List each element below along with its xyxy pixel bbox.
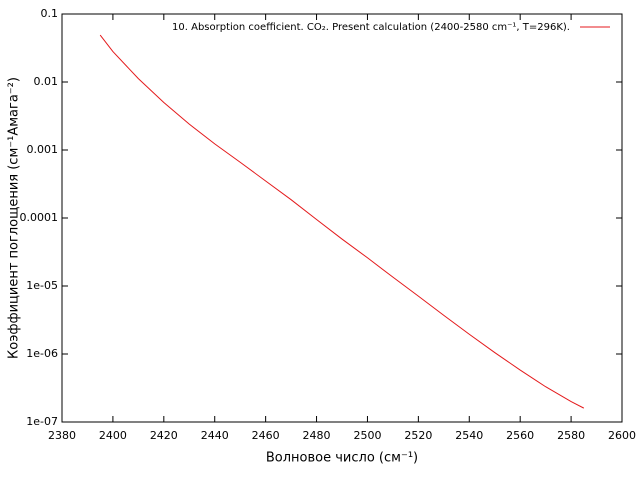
x-tick-label: 2540 — [455, 429, 483, 442]
y-tick-label: 1e-05 — [26, 279, 58, 292]
x-tick-label: 2460 — [252, 429, 280, 442]
y-tick-label: 1e-06 — [26, 347, 58, 360]
x-tick-label: 2440 — [201, 429, 229, 442]
x-tick-label: 2500 — [353, 429, 381, 442]
x-tick-label: 2580 — [557, 429, 585, 442]
x-tick-label: 2400 — [99, 429, 127, 442]
legend-label: 10. Absorption coefficient. CO₂. Present… — [172, 22, 570, 33]
plot-border — [61, 13, 623, 423]
x-tick-label: 2420 — [150, 429, 178, 442]
y-tick-label: 0.001 — [27, 143, 59, 156]
y-tick-label: 0.0001 — [20, 211, 59, 224]
x-tick-label: 2560 — [506, 429, 534, 442]
y-tick-label: 1e-07 — [26, 415, 58, 428]
x-tick-label: 2600 — [608, 429, 636, 442]
y-axis-title: Коэффициент поглощения (см⁻¹Амага⁻²) — [7, 77, 22, 359]
x-tick-label: 2520 — [404, 429, 432, 442]
y-tick-label: 0.1 — [41, 7, 59, 20]
x-axis-title: Волновое число (см⁻¹) — [266, 451, 418, 466]
x-tick-label: 2380 — [48, 429, 76, 442]
x-tick-label: 2480 — [303, 429, 331, 442]
y-tick-label: 0.01 — [34, 75, 59, 88]
data-line — [99, 34, 585, 409]
